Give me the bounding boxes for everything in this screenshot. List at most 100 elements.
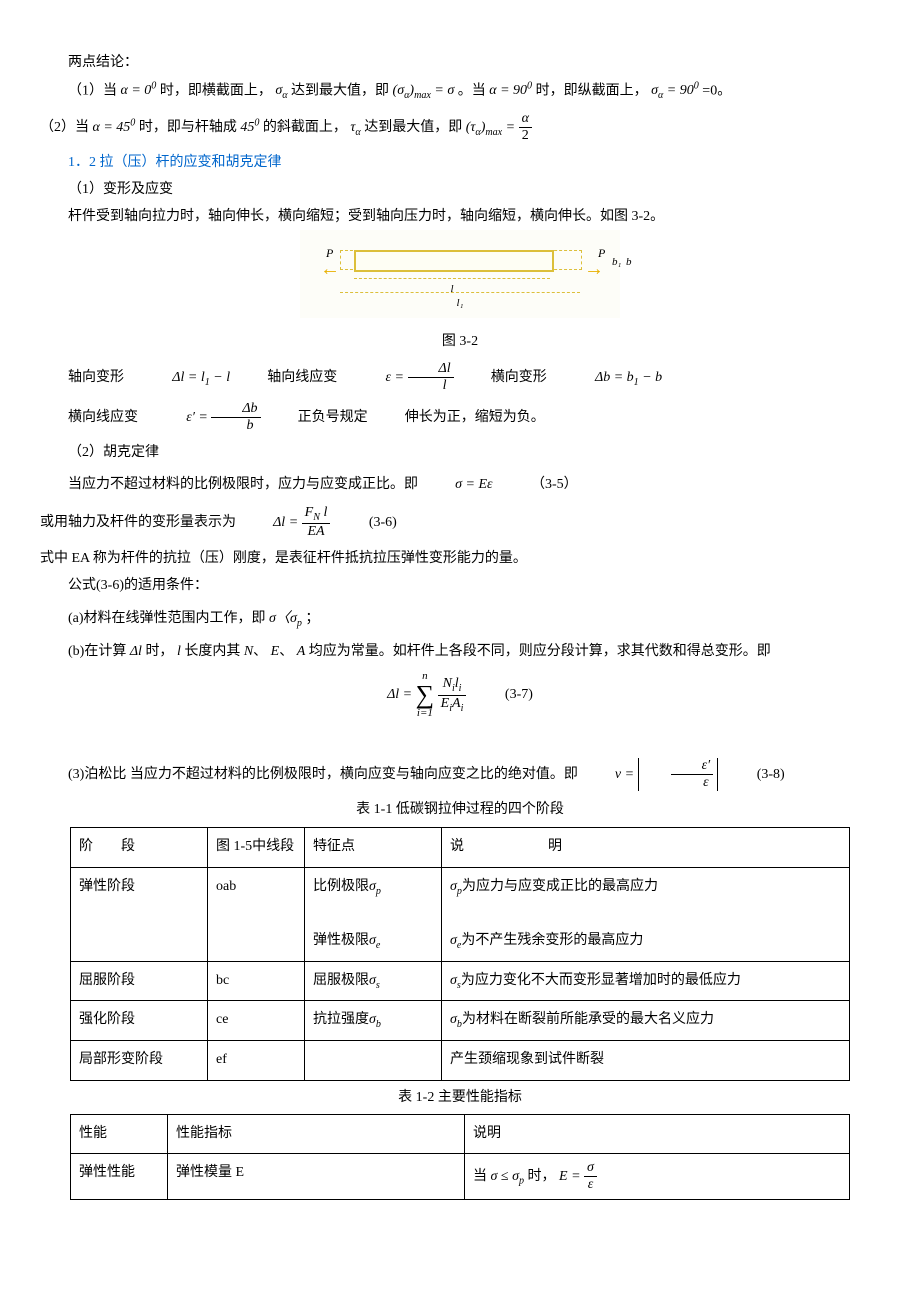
fig-label-b: b (626, 252, 632, 273)
table-header-row: 性能 性能指标 说明 (71, 1114, 850, 1154)
eq: α = 90 (489, 83, 527, 98)
eq-ref: (3-6) (369, 515, 397, 530)
fig-label-P-right: P (598, 242, 605, 265)
text: 伸长为正，缩短为负。 (405, 409, 545, 424)
frac-num: σ (584, 1160, 597, 1177)
td (305, 1041, 442, 1081)
text: （1）当 (68, 83, 117, 98)
frac-num: Δb (211, 401, 260, 418)
condition-b: (b)在计算 Δl 时， l 长度内其 N、 E、 A 均应为常量。如杆件上各段… (40, 639, 880, 666)
eq: Δb = b (595, 370, 634, 385)
table-1-1: 阶 段 图 1-5中线段 特征点 说 明 弹性阶段 oab 比例极限σp 弹性极… (70, 827, 850, 1081)
text: 弹性极限 (313, 933, 369, 948)
td: 弹性模量 E (168, 1154, 465, 1200)
text: 为不产生残余变形的最高应力 (461, 933, 643, 948)
label: 横向变形 (491, 370, 547, 385)
eq: Δl = (387, 687, 416, 702)
text: =0。 (702, 83, 731, 98)
eq: = σ (431, 83, 454, 98)
text: 或用轴力及杆件的变形量表示为 (40, 515, 236, 530)
eq: (τ (466, 120, 476, 135)
s: i (461, 702, 464, 713)
paragraph: 杆件受到轴向拉力时，轴向伸长，横向缩短；受到轴向压力时，轴向缩短，横向伸长。如图… (40, 204, 880, 231)
eq: σ (450, 1012, 457, 1027)
paragraph: 公式(3-6)的适用条件： (40, 573, 880, 600)
td: 强化阶段 (71, 1001, 208, 1041)
text: 时， (145, 644, 173, 659)
text: 屈服极限 (313, 973, 369, 988)
dim-l1-label: l₁ (457, 297, 464, 309)
td: 产生颈缩现象到试件断裂 (442, 1041, 850, 1081)
section-1-2-title: 1．2 拉（压）杆的应变和胡克定律 (40, 150, 880, 177)
th: 说 明 (442, 828, 850, 868)
text: 比例极限 (313, 879, 369, 894)
eq: − b (639, 370, 662, 385)
text: 为应力变化不大而变形显著增加时的最低应力 (461, 973, 741, 988)
text: 。当 (458, 83, 486, 98)
label: 轴向变形 (68, 370, 124, 385)
text: 、 (279, 644, 293, 659)
deformation-row-2: 横向线应变 ε′ = Δbb 正负号规定 伸长为正，缩短为负。 (40, 401, 880, 434)
text: 当 (473, 1169, 487, 1184)
eq: σ (450, 879, 457, 894)
sub: p (376, 886, 381, 897)
td: 当 σ ≤ σp 时， E = σε (465, 1154, 850, 1200)
frac-den: ε (671, 775, 714, 791)
condition-a: (a)材料在线弹性范围内工作，即 σ〈σp ； (40, 606, 880, 633)
td: ef (208, 1041, 305, 1081)
eq: E = (559, 1169, 584, 1184)
eq: σ (369, 879, 376, 894)
frac-den: b (211, 418, 260, 434)
eq: α = 45 (93, 120, 131, 135)
eq: σ (369, 1012, 376, 1027)
figure-caption: 图 3-2 (40, 329, 880, 356)
eq-ref: (3-7) (505, 687, 533, 702)
arrow-left-icon: ← (320, 250, 340, 288)
sup: 0 (694, 81, 699, 92)
eq: σ (651, 83, 658, 98)
frac-den: EA (302, 524, 331, 540)
conclusion-1: （1）当 α = 00 时，即横截面上， σα 达到最大值，即 (σα)max … (40, 77, 880, 106)
eq: σ (450, 933, 457, 948)
rod (354, 250, 554, 272)
figure-3-2: P ← → P b₁ b l l₁ (40, 230, 880, 329)
td: 屈服阶段 (71, 961, 208, 1001)
hooke-law: 当应力不超过材料的比例极限时，应力与应变成正比。即 σ = Eε （3-5） (40, 472, 880, 499)
td: 弹性阶段 (71, 868, 208, 961)
sub: p (519, 1176, 524, 1187)
s: i (459, 683, 462, 694)
text: 达到最大值，即 (291, 83, 389, 98)
eq: = (502, 120, 518, 135)
td: bc (208, 961, 305, 1001)
td: 比例极限σp 弹性极限σe (305, 868, 442, 961)
fig-label-b1: b₁ (612, 252, 621, 273)
text: 、 (253, 644, 267, 659)
table-1-2: 性能 性能指标 说明 弹性性能 弹性模量 E 当 σ ≤ σp 时， E = σ… (70, 1114, 850, 1201)
td: σb为材料在断裂前所能承受的最大名义应力 (442, 1001, 850, 1041)
sub: α (355, 127, 360, 138)
paragraph-lead: 两点结论： (40, 50, 880, 77)
sub: max (414, 90, 431, 101)
td: 弹性性能 (71, 1154, 168, 1200)
frac-num: l (320, 505, 327, 520)
td: 抗拉强度σb (305, 1001, 442, 1041)
frac-num: ε′ (671, 758, 714, 775)
text: 达到最大值，即 (364, 120, 462, 135)
eq: Δl (130, 644, 142, 659)
table-row: 弹性性能 弹性模量 E 当 σ ≤ σp 时， E = σε (71, 1154, 850, 1200)
sub: e (376, 939, 380, 950)
frac-den: ε (584, 1177, 597, 1193)
frac-num: F (305, 505, 314, 520)
eq: ε′ = (186, 409, 211, 424)
f: A (452, 696, 461, 711)
th: 性能 (71, 1114, 168, 1154)
text: 长度内其 (184, 644, 240, 659)
text: 抗拉强度 (313, 1012, 369, 1027)
eq: 45 (240, 120, 254, 135)
sum-lower: i=1 (416, 708, 435, 719)
sup: 0 (254, 117, 259, 128)
frac-den: 2 (519, 128, 532, 144)
text: 时，即横截面上， (160, 83, 272, 98)
sub: p (297, 617, 302, 628)
frac-num: α (519, 111, 532, 128)
